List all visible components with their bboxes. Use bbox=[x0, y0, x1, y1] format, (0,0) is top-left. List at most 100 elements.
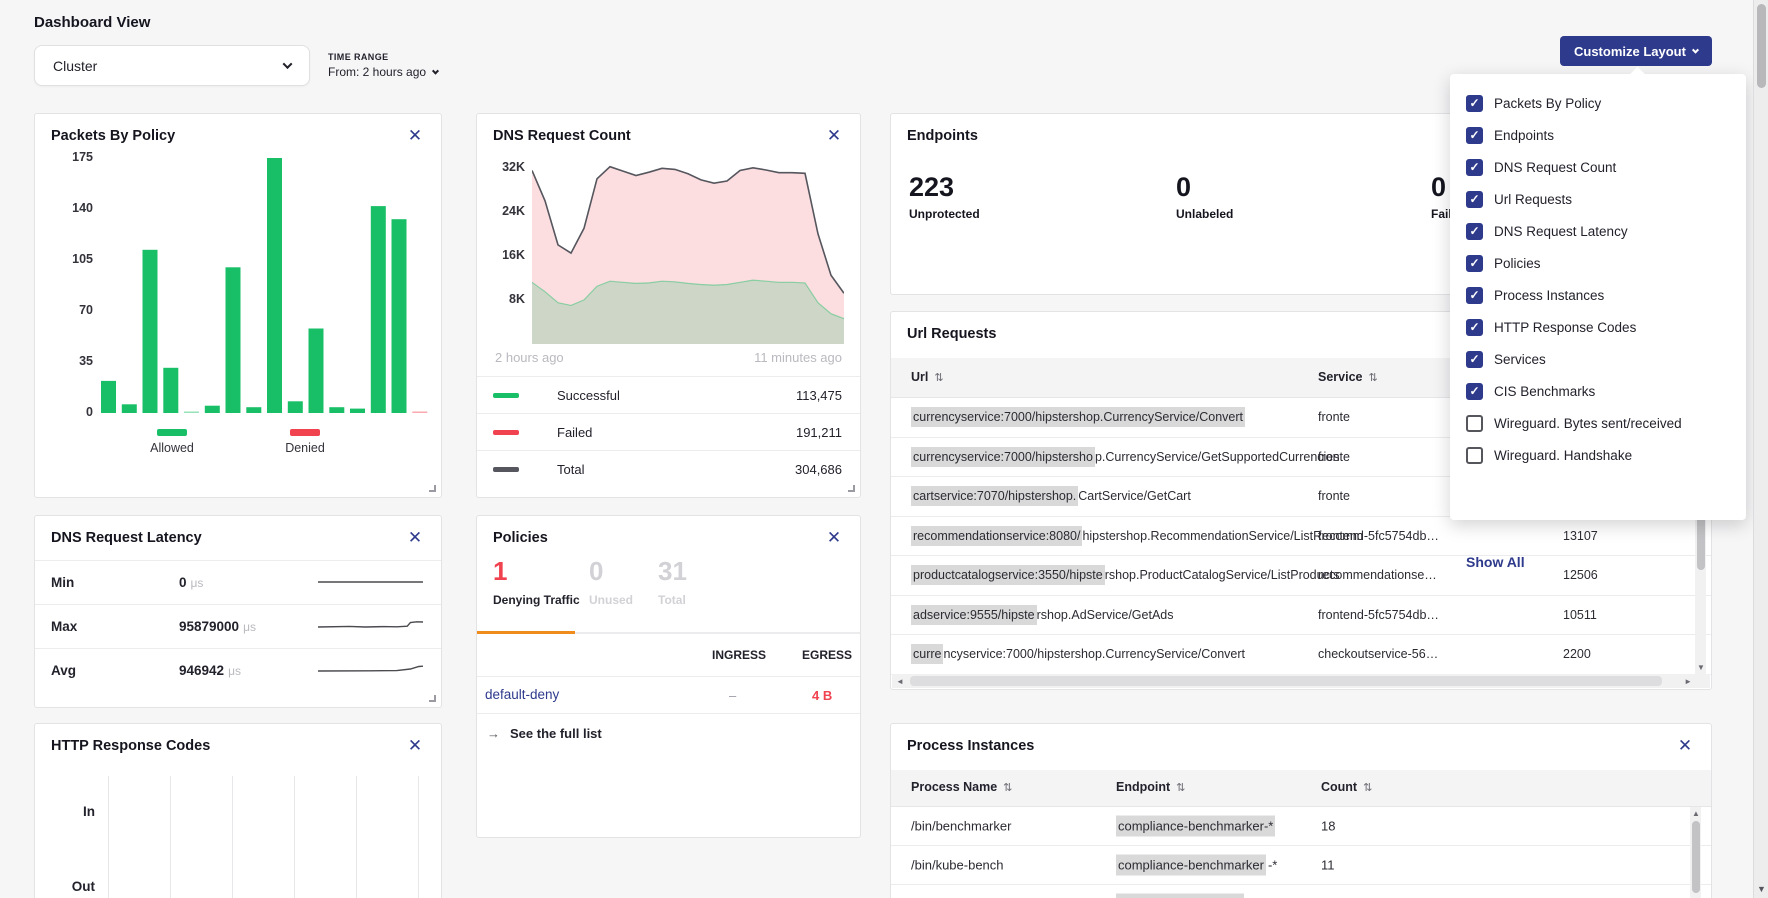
legend-swatch-failed bbox=[493, 430, 519, 435]
checkbox-checked[interactable] bbox=[1466, 223, 1483, 240]
page-scrollbar[interactable]: ▼ bbox=[1753, 0, 1768, 898]
scroll-up-icon[interactable]: ▲ bbox=[1692, 809, 1700, 818]
chevron-down-icon bbox=[283, 59, 293, 69]
grid-line bbox=[232, 776, 233, 898]
card-dns-request-count: DNS Request Count 32K24K16K8K 2 hours ag… bbox=[476, 113, 861, 498]
resize-handle[interactable] bbox=[429, 695, 436, 702]
url-request-row[interactable]: adservice:9555/hipstershop.AdService/Get… bbox=[891, 596, 1711, 636]
service-cell: fronte bbox=[1318, 450, 1350, 464]
scrollbar-thumb[interactable] bbox=[1757, 4, 1766, 88]
service-cell: fronte bbox=[1318, 410, 1350, 424]
time-range-value: From: 2 hours ago bbox=[328, 65, 426, 79]
column-header-process-name[interactable]: Process Name bbox=[911, 780, 1012, 794]
menu-item-label: Packets By Policy bbox=[1494, 96, 1601, 111]
menu-item-label: Policies bbox=[1494, 256, 1541, 271]
chevron-down-icon bbox=[432, 67, 439, 74]
x-axis-label-end: 11 minutes ago bbox=[754, 350, 842, 365]
dashboard-view-select[interactable]: Cluster bbox=[34, 45, 310, 86]
url-cell: currencyservice:7000/hipstershop.Currenc… bbox=[911, 410, 1245, 424]
policy-row[interactable]: default-deny – 4 B bbox=[477, 676, 860, 714]
customize-layout-label: Customize Layout bbox=[1574, 44, 1686, 59]
checkbox-checked[interactable] bbox=[1466, 351, 1483, 368]
url-cell: adservice:9555/hipstershop.AdService/Get… bbox=[911, 608, 1173, 622]
time-range-control[interactable]: TIME RANGE From: 2 hours ago bbox=[328, 52, 438, 79]
process-instance-row[interactable]: /bin/benchmarkercompliance-benchmarker-*… bbox=[891, 807, 1711, 846]
resize-handle[interactable] bbox=[848, 485, 855, 492]
card-packets-by-policy: Packets By Policy 03570105140175 Allowed… bbox=[34, 113, 442, 498]
menu-item-policies[interactable]: Policies bbox=[1466, 252, 1541, 274]
ingress-value: – bbox=[729, 688, 736, 703]
close-icon[interactable] bbox=[403, 526, 427, 550]
checkbox-checked[interactable] bbox=[1466, 319, 1483, 336]
menu-item-wireguard-handshake[interactable]: Wireguard. Handshake bbox=[1466, 444, 1632, 466]
checkbox-checked[interactable] bbox=[1466, 383, 1483, 400]
checkbox-unchecked[interactable] bbox=[1466, 447, 1483, 464]
legend-label: Total bbox=[557, 462, 584, 477]
menu-item-label: Wireguard. Handshake bbox=[1494, 448, 1632, 463]
menu-item-dns-request-count[interactable]: DNS Request Count bbox=[1466, 156, 1616, 178]
url-request-row[interactable]: currencyservice:7000/hipstershop.Currenc… bbox=[891, 635, 1711, 675]
close-icon[interactable] bbox=[403, 734, 427, 758]
menu-item-dns-request-latency[interactable]: DNS Request Latency bbox=[1466, 220, 1628, 242]
vertical-scrollbar[interactable]: ▲ bbox=[1690, 807, 1701, 898]
menu-item-endpoints[interactable]: Endpoints bbox=[1466, 124, 1554, 146]
scroll-down-icon[interactable]: ▼ bbox=[1757, 884, 1766, 894]
url-request-row[interactable]: recommendationservice:8080/hipstershop.R… bbox=[891, 517, 1711, 557]
card-title: HTTP Response Codes bbox=[51, 738, 210, 754]
menu-item-process-instances[interactable]: Process Instances bbox=[1466, 284, 1604, 306]
tab-denying-traffic[interactable]: 1 Denying Traffic bbox=[493, 556, 580, 607]
close-icon[interactable] bbox=[822, 124, 846, 148]
card-title: DNS Request Count bbox=[493, 128, 631, 144]
latency-row-min: Min 0μs bbox=[35, 560, 441, 604]
column-header-url[interactable]: Url bbox=[911, 370, 944, 384]
column-header-count[interactable]: Count bbox=[1321, 780, 1372, 794]
close-icon[interactable] bbox=[403, 124, 427, 148]
chevron-down-icon bbox=[1692, 46, 1699, 53]
menu-item-http-response-codes[interactable]: HTTP Response Codes bbox=[1466, 316, 1636, 338]
checkbox-checked[interactable] bbox=[1466, 287, 1483, 304]
checkbox-checked[interactable] bbox=[1466, 255, 1483, 272]
menu-item-label: DNS Request Count bbox=[1494, 160, 1616, 175]
legend-swatch-total bbox=[493, 467, 519, 472]
tab-total[interactable]: 31 Total bbox=[658, 556, 687, 607]
scroll-down-icon[interactable]: ▼ bbox=[1697, 663, 1705, 672]
stat-unlabeled: 0 Unlabeled bbox=[1176, 172, 1233, 221]
scroll-right-icon[interactable]: ► bbox=[1684, 677, 1692, 686]
show-all-link[interactable]: Show All bbox=[1466, 554, 1525, 570]
column-header-service[interactable]: Service bbox=[1318, 370, 1378, 384]
legend-row-successful: Successful 113,475 bbox=[477, 376, 860, 413]
menu-item-label: Endpoints bbox=[1494, 128, 1554, 143]
menu-item-services[interactable]: Services bbox=[1466, 348, 1546, 370]
stat-value: 1 bbox=[493, 556, 580, 587]
card-title: Process Instances bbox=[907, 738, 1034, 754]
url-cell: currencyservice:7000/hipstershop.Currenc… bbox=[911, 450, 1340, 464]
horizontal-scrollbar[interactable]: ◄ ► bbox=[892, 674, 1710, 688]
count-cell: 12506 bbox=[1563, 568, 1598, 582]
menu-item-label: Services bbox=[1494, 352, 1546, 367]
checkbox-checked[interactable] bbox=[1466, 159, 1483, 176]
menu-item-url-requests[interactable]: Url Requests bbox=[1466, 188, 1572, 210]
menu-item-wireguard-bytes-sent-received[interactable]: Wireguard. Bytes sent/received bbox=[1466, 412, 1682, 434]
close-icon[interactable] bbox=[1673, 734, 1697, 758]
menu-item-cis-benchmarks[interactable]: CIS Benchmarks bbox=[1466, 380, 1595, 402]
see-full-list-link[interactable]: See the full list bbox=[487, 726, 602, 741]
process-instance-row[interactable]: benchmarkercompliance-benchmarker-*9 bbox=[891, 885, 1711, 898]
legend-value: 113,475 bbox=[796, 388, 842, 403]
menu-item-packets-by-policy[interactable]: Packets By Policy bbox=[1466, 92, 1601, 114]
column-header-endpoint[interactable]: Endpoint bbox=[1116, 780, 1185, 794]
resize-handle[interactable] bbox=[429, 485, 436, 492]
scroll-left-icon[interactable]: ◄ bbox=[896, 677, 904, 686]
customize-layout-button[interactable]: Customize Layout bbox=[1560, 36, 1712, 66]
checkbox-checked[interactable] bbox=[1466, 95, 1483, 112]
tab-unused[interactable]: 0 Unused bbox=[589, 556, 633, 607]
process-instance-row[interactable]: /bin/kube-benchcompliance-benchmarker-*1… bbox=[891, 846, 1711, 885]
legend-value: 304,686 bbox=[795, 462, 842, 477]
url-request-row[interactable]: productcatalogservice:3550/hipstershop.P… bbox=[891, 556, 1711, 596]
latency-unit: μs bbox=[191, 576, 204, 590]
checkbox-checked[interactable] bbox=[1466, 127, 1483, 144]
close-icon[interactable] bbox=[822, 526, 846, 550]
checkbox-unchecked[interactable] bbox=[1466, 415, 1483, 432]
column-header-ingress: INGRESS bbox=[712, 648, 766, 662]
checkbox-checked[interactable] bbox=[1466, 191, 1483, 208]
policy-link[interactable]: default-deny bbox=[485, 687, 559, 702]
